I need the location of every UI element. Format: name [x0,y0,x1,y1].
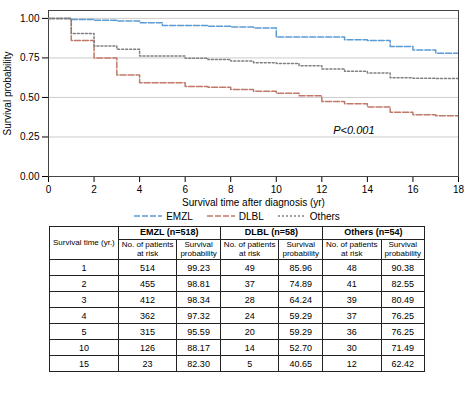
html-text:82.30: 82.30 [187,359,210,369]
svg-text:10: 10 [271,184,283,195]
svg-text:0: 0 [46,184,52,195]
html-text:EMZL: EMZL [166,210,193,222]
html-text:Survival probability: Survival probability [282,239,319,258]
svg-text:P<0.001: P<0.001 [333,124,374,136]
html-text:10: 10 [78,343,89,353]
html-text:No. of patients at risk: No. of patients at risk [121,239,174,258]
html-text:36: 36 [346,327,357,337]
html-text:39: 39 [346,295,357,305]
html-text:90.38: 90.38 [391,263,414,273]
svg-text:1.00: 1.00 [20,13,40,24]
svg-text:0.25: 0.25 [20,131,40,142]
html-text:5: 5 [247,359,253,369]
html-text:No. of patients at risk: No. of patients at risk [325,239,378,258]
svg-text:6: 6 [182,184,188,195]
html-text:98.81: 98.81 [187,279,210,289]
html-text:48: 48 [346,263,357,273]
html-text:No. of patients at risk: No. of patients at risk [223,239,276,258]
html-text:37: 37 [244,279,255,289]
html-text:1: 1 [81,263,87,273]
html-text:59.29: 59.29 [289,327,312,337]
html-text:40.65: 40.65 [289,359,312,369]
svg-text:4: 4 [137,184,143,195]
svg-text:14: 14 [362,184,374,195]
html-text:EMZL (n=518): EMZL (n=518) [140,227,199,237]
svg-text:Survival time after diagnosis: Survival time after diagnosis (yr) [182,197,325,208]
html-text:28: 28 [244,295,255,305]
html-text:Survival probability: Survival probability [180,239,217,258]
html-text:4: 4 [81,311,87,321]
html-text:97.32: 97.32 [187,311,210,321]
html-text:3: 3 [81,295,87,305]
html-text:82.55: 82.55 [391,279,414,289]
svg-text:8: 8 [228,184,234,195]
html-text:52.70: 52.70 [289,343,312,353]
svg-text:0.00: 0.00 [20,171,40,182]
html-text:15: 15 [78,359,89,369]
html-text:2: 2 [81,279,87,289]
svg-text:0.75: 0.75 [20,52,40,63]
html-text:Others: Others [309,210,340,222]
html-text:Others (n=54): Others (n=54) [344,227,403,237]
html-text:85.96: 85.96 [289,263,312,273]
html-text:41: 41 [346,279,357,289]
html-text:5: 5 [81,327,87,337]
html-text:98.34: 98.34 [187,295,210,305]
html-text:76.25: 76.25 [391,327,414,337]
html-text:126: 126 [140,343,156,353]
html-text:80.49: 80.49 [391,295,414,305]
html-text:12: 12 [346,359,357,369]
html-text:20: 20 [244,327,255,337]
html-text:62.42: 62.42 [391,359,414,369]
svg-text:2: 2 [91,184,97,195]
html-text:315: 315 [140,327,156,337]
html-text:412: 412 [140,295,156,305]
svg-text:18: 18 [453,184,465,195]
html-text:24: 24 [244,311,255,321]
html-text:59.29: 59.29 [289,311,312,321]
html-text:Survival probability: Survival probability [384,239,421,258]
html-text:455: 455 [140,279,156,289]
svg-text:16: 16 [407,184,419,195]
html-text:362: 362 [140,311,156,321]
html-text:76.25: 76.25 [391,311,414,321]
html-text:99.23: 99.23 [187,263,210,273]
html-text:95.59: 95.59 [187,327,210,337]
html-text:DLBL (n=58): DLBL (n=58) [244,227,298,237]
html-text:14: 14 [244,343,255,353]
html-text:49: 49 [244,263,255,273]
html-text:64.24: 64.24 [289,295,312,305]
html-text:74.89: 74.89 [289,279,312,289]
html-text:Survival time (yr.): Survival time (yr.) [53,237,115,247]
html-text:71.49: 71.49 [391,343,414,353]
svg-text:12: 12 [316,184,328,195]
html-text:DLBL: DLBL [238,210,264,222]
svg-text:Survival probability: Survival probability [2,52,13,136]
html-text:88.17: 88.17 [187,343,210,353]
html-text:514: 514 [140,263,156,273]
html-text:37: 37 [346,311,357,321]
html-text:23: 23 [142,359,153,369]
html-text:30: 30 [346,343,357,353]
svg-text:0.50: 0.50 [20,92,40,103]
